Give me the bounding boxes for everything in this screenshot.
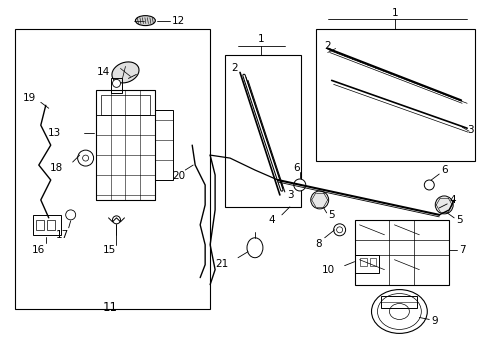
Bar	[100, 95, 150, 115]
Text: 4: 4	[268, 215, 275, 225]
Text: 5: 5	[456, 215, 463, 225]
Text: 1: 1	[258, 33, 264, 44]
Text: 16: 16	[32, 245, 46, 255]
Text: 19: 19	[23, 93, 36, 103]
Text: 1: 1	[392, 8, 399, 18]
Text: 12: 12	[172, 15, 186, 26]
Text: 8: 8	[316, 239, 322, 249]
Text: 7: 7	[459, 245, 466, 255]
Text: 6: 6	[294, 163, 300, 173]
Circle shape	[337, 227, 343, 233]
Text: 10: 10	[321, 265, 335, 275]
Bar	[225, 55, 301, 207]
Circle shape	[66, 210, 75, 220]
Bar	[382, 296, 417, 307]
Text: 20: 20	[172, 171, 185, 181]
Text: 13: 13	[48, 128, 61, 138]
Ellipse shape	[135, 15, 155, 26]
Text: 6: 6	[441, 165, 448, 175]
Text: 2: 2	[325, 41, 331, 50]
Text: 5: 5	[329, 210, 335, 220]
Text: 18: 18	[49, 163, 63, 173]
Bar	[355, 220, 449, 285]
Circle shape	[424, 180, 434, 190]
Text: 2: 2	[231, 63, 238, 73]
Text: 3: 3	[287, 190, 294, 200]
Bar	[369, 258, 376, 266]
Bar	[111, 78, 122, 93]
Text: 21: 21	[215, 259, 228, 269]
Circle shape	[334, 224, 345, 236]
Text: 14: 14	[98, 67, 111, 77]
Bar	[36, 220, 44, 230]
Bar	[33, 215, 61, 235]
Bar	[155, 110, 173, 180]
Ellipse shape	[435, 196, 453, 214]
Ellipse shape	[112, 62, 139, 83]
Text: 11: 11	[103, 301, 118, 314]
Bar	[15, 28, 210, 309]
Text: 17: 17	[56, 230, 69, 240]
Circle shape	[113, 80, 121, 87]
Bar	[355, 255, 379, 273]
Bar	[47, 220, 55, 230]
Bar	[316, 28, 475, 161]
Bar	[96, 90, 155, 200]
Text: 15: 15	[103, 245, 116, 255]
Circle shape	[294, 179, 306, 191]
Bar	[96, 115, 155, 200]
Bar	[360, 258, 367, 266]
Text: 4: 4	[449, 195, 456, 205]
Circle shape	[113, 216, 121, 224]
Ellipse shape	[311, 191, 329, 209]
Text: 3: 3	[467, 125, 474, 135]
Text: 9: 9	[431, 316, 438, 327]
